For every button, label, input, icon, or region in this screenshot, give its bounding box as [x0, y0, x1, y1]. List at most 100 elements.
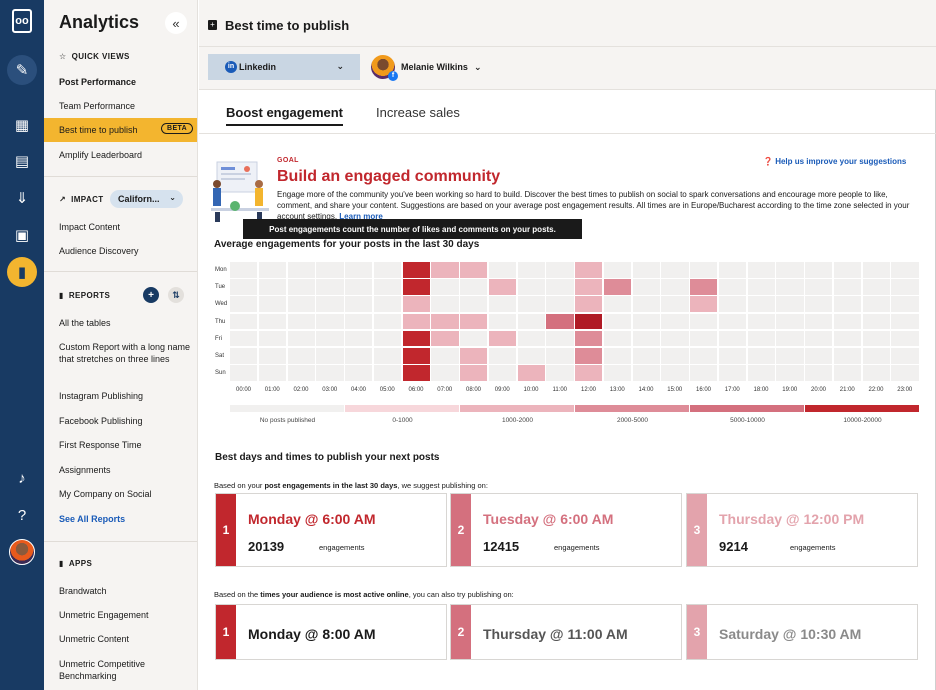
heatmap-cell[interactable]	[862, 365, 890, 381]
heatmap-cell[interactable]	[258, 313, 286, 330]
heatmap-cell[interactable]	[718, 348, 746, 364]
heatmap-cell[interactable]	[632, 296, 660, 313]
heatmap-cell[interactable]	[316, 262, 344, 278]
heatmap-cell[interactable]	[891, 330, 919, 347]
heatmap-cell[interactable]	[402, 330, 430, 347]
heatmap-cell[interactable]	[575, 348, 603, 364]
heatmap-cell[interactable]	[230, 296, 258, 313]
heatmap-cell[interactable]	[776, 296, 804, 313]
heatmap-cell[interactable]	[460, 330, 488, 347]
heatmap-cell[interactable]	[718, 296, 746, 313]
heatmap-cell[interactable]	[891, 348, 919, 364]
heatmap-cell[interactable]	[603, 296, 631, 313]
heatmap-cell[interactable]	[488, 365, 516, 381]
heatmap-cell[interactable]	[460, 348, 488, 364]
heatmap-cell[interactable]	[690, 262, 718, 278]
nav-item-app[interactable]: Unmetric Competitive Benchmarking	[59, 659, 146, 681]
heatmap-cell[interactable]	[805, 262, 833, 278]
heatmap-cell[interactable]	[517, 365, 545, 381]
heatmap-cell[interactable]	[373, 330, 401, 347]
clipboard-icon[interactable]: ▣	[14, 227, 30, 244]
nav-item-team-performance[interactable]: Team Performance	[59, 101, 136, 111]
heatmap-cell[interactable]	[690, 313, 718, 330]
heatmap-cell[interactable]	[287, 313, 315, 330]
suggestion-card[interactable]: 2 Tuesday @ 6:00 AM 12415 engagements	[450, 493, 682, 567]
learn-more-link[interactable]: Learn more	[339, 212, 383, 221]
heatmap-cell[interactable]	[632, 262, 660, 278]
nav-item-audience-discovery[interactable]: Audience Discovery	[59, 246, 139, 256]
heatmap-cell[interactable]	[460, 262, 488, 278]
nav-item-report[interactable]: Assignments	[59, 465, 111, 475]
heatmap-cell[interactable]	[402, 262, 430, 278]
heatmap-cell[interactable]	[805, 365, 833, 381]
heatmap-cell[interactable]	[661, 365, 689, 381]
heatmap-cell[interactable]	[258, 330, 286, 347]
heatmap-cell[interactable]	[258, 262, 286, 278]
heatmap-cell[interactable]	[575, 279, 603, 295]
heatmap-cell[interactable]	[603, 279, 631, 295]
inbox-icon[interactable]: ⇓	[15, 190, 29, 207]
heatmap-cell[interactable]	[575, 365, 603, 381]
heatmap-cell[interactable]	[431, 262, 459, 278]
heatmap-cell[interactable]	[632, 279, 660, 295]
heatmap-cell[interactable]	[661, 279, 689, 295]
heatmap-cell[interactable]	[546, 313, 574, 330]
heatmap-cell[interactable]	[632, 365, 660, 381]
avatar[interactable]	[9, 539, 35, 565]
heatmap-cell[interactable]	[517, 330, 545, 347]
heatmap-cell[interactable]	[431, 279, 459, 295]
dashboard-icon[interactable]: ▦	[14, 117, 30, 134]
heatmap-cell[interactable]	[747, 365, 775, 381]
heatmap-cell[interactable]	[632, 348, 660, 364]
heatmap-cell[interactable]	[230, 313, 258, 330]
heatmap-cell[interactable]	[488, 262, 516, 278]
heatmap-cell[interactable]	[833, 365, 861, 381]
heatmap-cell[interactable]	[575, 330, 603, 347]
nav-item-amplify-leaderboard[interactable]: Amplify Leaderboard	[59, 150, 143, 160]
heatmap-cell[interactable]	[431, 330, 459, 347]
heatmap-cell[interactable]	[575, 262, 603, 278]
heatmap-cell[interactable]	[776, 348, 804, 364]
nav-item-app[interactable]: Unmetric Engagement	[59, 610, 149, 620]
heatmap-cell[interactable]	[517, 262, 545, 278]
heatmap-cell[interactable]	[603, 262, 631, 278]
help-icon[interactable]: ?	[17, 506, 27, 524]
heatmap-cell[interactable]	[690, 296, 718, 313]
see-all-reports-link[interactable]: See All Reports	[59, 514, 126, 524]
heatmap-cell[interactable]	[776, 365, 804, 381]
heatmap-cell[interactable]	[805, 296, 833, 313]
heatmap-cell[interactable]	[345, 348, 373, 364]
heatmap-cell[interactable]	[373, 365, 401, 381]
sort-icon[interactable]: ⇅	[168, 287, 184, 303]
heatmap-cell[interactable]	[776, 313, 804, 330]
heatmap-cell[interactable]	[287, 296, 315, 313]
heatmap-cell[interactable]	[287, 365, 315, 381]
heatmap-cell[interactable]	[316, 279, 344, 295]
heatmap-cell[interactable]	[316, 313, 344, 330]
nav-item-impact-content[interactable]: Impact Content	[59, 222, 121, 232]
heatmap-cell[interactable]	[833, 348, 861, 364]
heatmap-cell[interactable]	[661, 313, 689, 330]
heatmap-cell[interactable]	[431, 296, 459, 313]
heatmap-cell[interactable]	[718, 365, 746, 381]
user-select[interactable]: f Melanie Wilkins ⌄	[371, 55, 481, 81]
heatmap-cell[interactable]	[661, 262, 689, 278]
add-report-button[interactable]: +	[143, 287, 159, 303]
heatmap-cell[interactable]	[316, 330, 344, 347]
heatmap-cell[interactable]	[345, 279, 373, 295]
heatmap-cell[interactable]	[488, 313, 516, 330]
heatmap-cell[interactable]	[431, 365, 459, 381]
heatmap-cell[interactable]	[258, 279, 286, 295]
heatmap-cell[interactable]	[460, 365, 488, 381]
heatmap-cell[interactable]	[891, 262, 919, 278]
heatmap-cell[interactable]	[661, 348, 689, 364]
heatmap-cell[interactable]	[718, 330, 746, 347]
network-select[interactable]: in Linkedin ⌄	[208, 54, 360, 80]
heatmap-cell[interactable]	[690, 348, 718, 364]
heatmap-cell[interactable]	[230, 348, 258, 364]
heatmap-cell[interactable]	[805, 348, 833, 364]
heatmap-cell[interactable]	[747, 330, 775, 347]
heatmap-cell[interactable]	[258, 348, 286, 364]
heatmap-cell[interactable]	[718, 313, 746, 330]
heatmap-cell[interactable]	[776, 262, 804, 278]
